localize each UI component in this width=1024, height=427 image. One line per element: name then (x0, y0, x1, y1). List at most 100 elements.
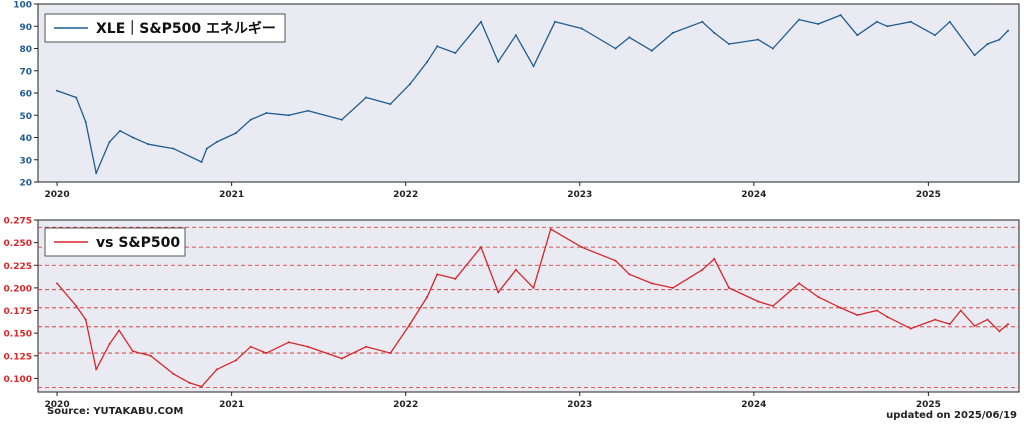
series-point (875, 309, 878, 312)
series-point (84, 120, 87, 123)
series-point (771, 305, 774, 307)
series-point (454, 51, 457, 54)
y-tick-label: 0.150 (4, 330, 32, 340)
series-point (728, 286, 731, 289)
series-point (172, 372, 175, 375)
series-point (131, 136, 134, 139)
series-point (200, 160, 203, 163)
series-point (1007, 29, 1010, 32)
series-point (205, 147, 208, 150)
series-line (56, 14, 1009, 174)
series-point (389, 352, 392, 355)
series-point (839, 306, 842, 309)
series-point (480, 20, 483, 23)
series-point (771, 47, 774, 50)
series-point (757, 38, 760, 41)
series-point (108, 343, 111, 346)
series-point (514, 268, 517, 271)
x-tick-label: 2022 (393, 400, 418, 410)
series-point (514, 34, 517, 37)
series-point (614, 259, 617, 262)
series-point (172, 147, 175, 150)
x-tick-label: 2020 (45, 400, 70, 410)
series-point (234, 132, 237, 135)
series-point (549, 228, 552, 231)
legend-label: XLE｜S&P500 エネルギー (96, 20, 276, 37)
series-point (265, 112, 268, 115)
series-point (856, 314, 859, 317)
series-point (436, 45, 439, 48)
series-point (340, 357, 343, 360)
series-point (798, 282, 801, 285)
series-point (628, 36, 631, 39)
series-point (56, 89, 59, 92)
series-point (249, 118, 252, 121)
y-tick-label: 60 (19, 90, 32, 100)
series-point (959, 309, 962, 312)
series-point (875, 20, 878, 23)
updated-text: updated on 2025/06/19 (886, 410, 1017, 421)
series-point (671, 31, 674, 34)
series-point (480, 246, 483, 249)
series-point (532, 286, 535, 289)
x-tick-label: 2024 (741, 400, 766, 410)
series-point (215, 140, 218, 143)
series-point (671, 286, 674, 289)
series-point (188, 381, 191, 384)
plot-area (37, 219, 1020, 393)
x-tick-label: 2025 (916, 190, 941, 200)
x-tick-label: 2021 (219, 190, 244, 200)
series-point (886, 25, 889, 28)
series-point (986, 43, 989, 46)
series-point (84, 318, 87, 321)
series-point (817, 23, 820, 26)
series-point (1007, 323, 1010, 326)
series-point (728, 43, 731, 46)
series-point (436, 273, 439, 276)
series-point (75, 96, 78, 99)
y-tick-label: 80 (19, 45, 32, 55)
series-point (147, 143, 150, 146)
y-tick-label: 0.100 (4, 375, 32, 385)
series-point (532, 65, 535, 68)
y-tick-label: 100 (13, 1, 32, 11)
series-point (306, 109, 309, 112)
chart-panel-2: 0.100 0.125 0.150 0.175 0.200 0.225 0.250 0.275… (4, 217, 1020, 410)
series-point (426, 60, 429, 63)
series-point (56, 282, 59, 285)
y-tick-label: 30 (19, 156, 32, 166)
series-point (580, 246, 583, 249)
series-point (628, 273, 631, 276)
series-point (119, 129, 122, 132)
series-point (340, 118, 343, 121)
series-point (287, 114, 290, 117)
series-point (839, 14, 842, 17)
series-point (713, 257, 716, 260)
series-point (287, 341, 290, 344)
y-tick-label: 0.175 (4, 307, 32, 317)
series-point (131, 350, 134, 353)
series-point (934, 318, 937, 321)
series-point (118, 329, 121, 332)
y-tick-label: 50 (19, 112, 32, 122)
series-point (389, 103, 392, 106)
series-point (408, 323, 411, 326)
series-point (306, 345, 309, 348)
series-point (95, 172, 98, 175)
series-point (614, 47, 617, 50)
x-tick-label: 2021 (219, 400, 244, 410)
series-point (973, 324, 976, 327)
y-tick-label: 20 (19, 179, 32, 189)
series-point (909, 327, 912, 330)
series-point (234, 359, 237, 362)
series-point (650, 49, 653, 52)
source-text: Source: YUTAKABU.COM (47, 406, 184, 417)
series-point (497, 60, 500, 63)
series-point (75, 305, 78, 307)
series-point (365, 96, 368, 99)
series-point (973, 54, 976, 57)
series-point (934, 34, 937, 37)
series-point (650, 282, 653, 285)
x-tick-label: 2020 (45, 190, 70, 200)
